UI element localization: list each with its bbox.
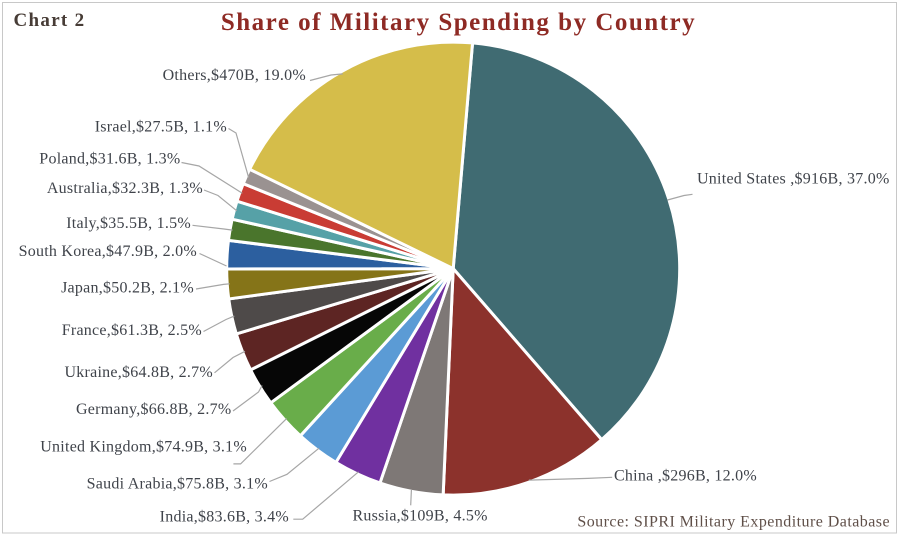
svg-text:Japan,$50.2B, 2.1%: Japan,$50.2B, 2.1%	[61, 279, 194, 296]
svg-text:India,$83.6B, 3.4%: India,$83.6B, 3.4%	[160, 508, 289, 525]
svg-text:Source: SIPRI Military Expendi: Source: SIPRI Military Expenditure Datab…	[577, 513, 890, 530]
svg-text:Saudi Arabia,$75.8B, 3.1%: Saudi Arabia,$75.8B, 3.1%	[87, 476, 268, 493]
svg-text:United Kingdom,$74.9B, 3.1%: United Kingdom,$74.9B, 3.1%	[40, 438, 247, 455]
svg-text:Others,$470B, 19.0%: Others,$470B, 19.0%	[163, 67, 306, 84]
svg-text:Chart 2: Chart 2	[14, 10, 86, 31]
svg-text:Russia,$109B, 4.5%: Russia,$109B, 4.5%	[353, 507, 488, 524]
svg-text:Share of Military Spending by: Share of Military Spending by Country	[221, 9, 696, 36]
svg-text:Germany,$66.8B, 2.7%: Germany,$66.8B, 2.7%	[76, 401, 232, 418]
svg-text:France,$61.3B, 2.5%: France,$61.3B, 2.5%	[62, 322, 202, 339]
svg-text:Poland,$31.6B, 1.3%: Poland,$31.6B, 1.3%	[39, 150, 180, 167]
svg-text:Ukraine,$64.8B, 2.7%: Ukraine,$64.8B, 2.7%	[64, 364, 213, 381]
svg-text:Israel,$27.5B, 1.1%: Israel,$27.5B, 1.1%	[95, 118, 227, 135]
svg-text:United States ,$916B, 37.0%: United States ,$916B, 37.0%	[697, 171, 890, 188]
svg-text:China ,$296B, 12.0%: China ,$296B, 12.0%	[614, 467, 757, 484]
svg-text:South Korea,$47.9B, 2.0%: South Korea,$47.9B, 2.0%	[19, 243, 197, 260]
svg-text:Australia,$32.3B, 1.3%: Australia,$32.3B, 1.3%	[47, 180, 203, 197]
svg-text:Italy,$35.5B, 1.5%: Italy,$35.5B, 1.5%	[66, 215, 191, 232]
